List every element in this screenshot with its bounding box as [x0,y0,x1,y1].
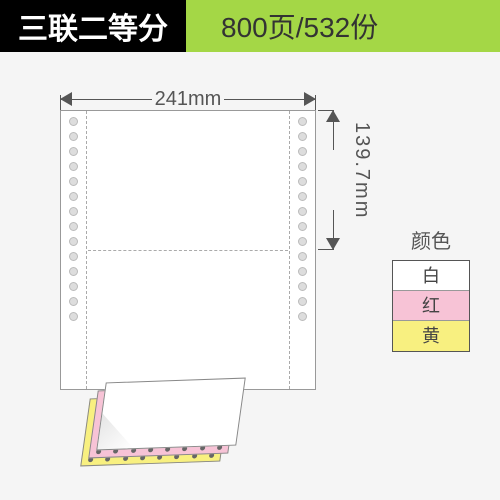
perforation-hole [298,177,307,186]
legend-item: 红 [393,291,469,321]
perforation-hole [298,207,307,216]
perforation-hole [298,237,307,246]
perforation-hole [298,132,307,141]
dimension-horizontal: 241mm [60,80,316,105]
legend-box: 白红黄 [392,260,470,352]
perforation-hole [69,207,78,216]
perforation-hole [298,312,307,321]
perforation-hole [298,192,307,201]
diagram: 241mm 139.7mm [30,80,350,480]
perforation-hole [69,297,78,306]
legend-title: 颜色 [392,225,470,254]
perforation-hole [298,282,307,291]
perforation-hole [69,282,78,291]
header-bar: 三联二等分 800页/532份 [0,0,500,52]
perforation-hole [69,192,78,201]
perforation-hole [298,252,307,261]
paper-stack [85,380,265,465]
perforation-hole [69,117,78,126]
fold-line [88,250,288,251]
perforation-hole [69,237,78,246]
perforation-hole [298,297,307,306]
header-subtitle: 800页/532份 [221,6,378,46]
header-title: 三联二等分 [0,0,186,52]
perforation-hole [69,267,78,276]
perforation-hole [69,132,78,141]
legend-item: 黄 [393,321,469,351]
paper-sheet [60,110,316,390]
perforation-hole [298,267,307,276]
perforation-hole [298,147,307,156]
perforation-hole [69,222,78,231]
color-legend: 颜色 白红黄 [392,225,470,352]
height-label: 139.7mm [350,122,373,242]
perforation-hole [69,147,78,156]
legend-item: 白 [393,261,469,291]
perforation-hole [69,162,78,171]
dimension-vertical [322,110,347,250]
perforation-hole [69,312,78,321]
perforation-left [61,111,87,389]
perforation-hole [298,117,307,126]
perforation-right [289,111,315,389]
perforation-hole [298,162,307,171]
perforation-hole [298,222,307,231]
layer-white [96,378,246,451]
perforation-hole [69,252,78,261]
perforation-hole [69,177,78,186]
